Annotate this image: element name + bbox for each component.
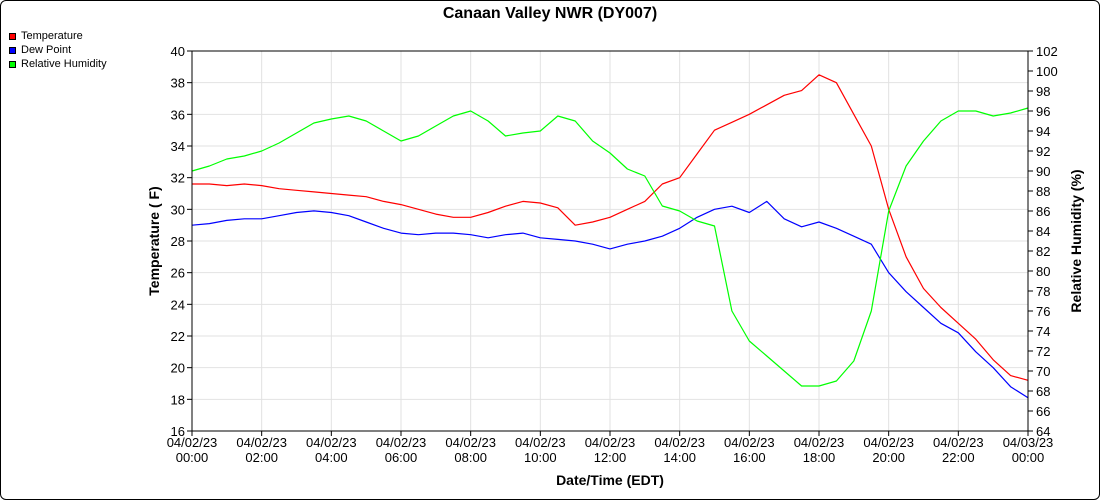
legend-swatch-dew-point bbox=[9, 46, 16, 54]
y-right-axis-title: Relative Humidity (%) bbox=[1068, 169, 1084, 312]
x-tick-label-date: 04/03/23 bbox=[1003, 435, 1054, 450]
x-axis-title: Date/Time (EDT) bbox=[556, 472, 664, 488]
series-line-relative-humidity bbox=[191, 107, 1029, 387]
x-tick-label-date: 04/02/23 bbox=[794, 435, 845, 450]
x-tick-label-time: 06:00 bbox=[385, 450, 418, 465]
y-left-tick-label: 16 bbox=[171, 424, 185, 439]
x-tick-label-date: 04/02/23 bbox=[863, 435, 914, 450]
y-right-tick-label: 72 bbox=[1036, 344, 1050, 359]
x-tick-label-date: 04/02/23 bbox=[654, 435, 705, 450]
plot-area-border bbox=[191, 50, 1029, 432]
legend-swatch-temperature bbox=[9, 32, 16, 40]
y-right-tick-label: 96 bbox=[1036, 104, 1050, 119]
legend-label-relative-humidity: Relative Humidity bbox=[21, 58, 107, 70]
x-tick-label-time: 22:00 bbox=[942, 450, 975, 465]
x-tick-label-date: 04/02/23 bbox=[724, 435, 775, 450]
x-tick-label-date: 04/02/23 bbox=[236, 435, 287, 450]
y-right-tick-label: 80 bbox=[1036, 264, 1050, 279]
x-tick-label-date: 04/02/23 bbox=[167, 435, 218, 450]
x-tick-label-date: 04/02/23 bbox=[306, 435, 357, 450]
y-right-tick-label: 92 bbox=[1036, 144, 1050, 159]
series-line-temperature bbox=[192, 74, 1029, 381]
y-right-tick-label: 68 bbox=[1036, 384, 1050, 399]
y-right-tick-label: 86 bbox=[1036, 204, 1050, 219]
x-tick-label-time: 18:00 bbox=[803, 450, 836, 465]
x-tick-label-time: 14:00 bbox=[663, 450, 696, 465]
x-tick-label-time: 08:00 bbox=[454, 450, 487, 465]
y-right-tick-label: 90 bbox=[1036, 164, 1050, 179]
y-left-tick-label: 34 bbox=[171, 139, 185, 154]
x-tick-label-date: 04/02/23 bbox=[376, 435, 427, 450]
legend: Temperature Dew Point Relative Humidity bbox=[9, 29, 107, 71]
x-tick-label-date: 04/02/23 bbox=[445, 435, 496, 450]
y-left-tick-label: 22 bbox=[171, 329, 185, 344]
y-right-tick-label: 66 bbox=[1036, 404, 1050, 419]
y-left-axis-title: Temperature ( F) bbox=[146, 186, 162, 295]
y-right-tick-label: 100 bbox=[1036, 64, 1058, 79]
y-left-tick-label: 28 bbox=[171, 234, 185, 249]
y-left-tick-label: 30 bbox=[171, 202, 185, 217]
x-tick-label-time: 20:00 bbox=[872, 450, 905, 465]
legend-item-temperature: Temperature bbox=[9, 29, 107, 43]
x-tick-label-time: 02:00 bbox=[245, 450, 278, 465]
y-right-tick-label: 84 bbox=[1036, 224, 1050, 239]
y-left-tick-label: 24 bbox=[171, 297, 185, 312]
y-right-tick-label: 76 bbox=[1036, 304, 1050, 319]
y-left-tick-label: 36 bbox=[171, 107, 185, 122]
y-right-tick-label: 82 bbox=[1036, 244, 1050, 259]
x-tick-label-time: 12:00 bbox=[594, 450, 627, 465]
x-tick-label-date: 04/02/23 bbox=[933, 435, 984, 450]
y-right-tick-label: 94 bbox=[1036, 124, 1050, 139]
legend-item-relative-humidity: Relative Humidity bbox=[9, 57, 107, 71]
y-right-tick-label: 74 bbox=[1036, 324, 1050, 339]
legend-label-dew-point: Dew Point bbox=[21, 44, 72, 56]
x-tick-label-time: 00:00 bbox=[1012, 450, 1045, 465]
x-tick-label-date: 04/02/23 bbox=[515, 435, 566, 450]
y-right-tick-label: 64 bbox=[1036, 424, 1050, 439]
y-left-tick-label: 32 bbox=[171, 171, 185, 186]
legend-label-temperature: Temperature bbox=[21, 30, 83, 42]
x-tick-label-time: 16:00 bbox=[733, 450, 766, 465]
y-left-tick-label: 20 bbox=[171, 361, 185, 376]
chart-title: Canaan Valley NWR (DY007) bbox=[442, 5, 658, 22]
y-left-tick-label: 18 bbox=[171, 392, 185, 407]
series-line-dew-point bbox=[191, 200, 1029, 399]
x-tick-label-time: 04:00 bbox=[315, 450, 348, 465]
y-left-tick-label: 38 bbox=[171, 76, 185, 91]
y-left-tick-label: 26 bbox=[171, 266, 185, 281]
y-left-tick-label: 40 bbox=[171, 44, 185, 59]
x-tick-label-time: 00:00 bbox=[176, 450, 209, 465]
legend-item-dew-point: Dew Point bbox=[9, 43, 107, 57]
y-right-tick-label: 98 bbox=[1036, 84, 1050, 99]
y-right-tick-label: 78 bbox=[1036, 284, 1050, 299]
y-right-tick-label: 88 bbox=[1036, 184, 1050, 199]
x-tick-label-time: 10:00 bbox=[524, 450, 557, 465]
x-tick-label-date: 04/02/23 bbox=[585, 435, 636, 450]
y-right-tick-label: 70 bbox=[1036, 364, 1050, 379]
y-right-tick-label: 102 bbox=[1036, 44, 1058, 59]
legend-swatch-relative-humidity bbox=[9, 60, 16, 68]
